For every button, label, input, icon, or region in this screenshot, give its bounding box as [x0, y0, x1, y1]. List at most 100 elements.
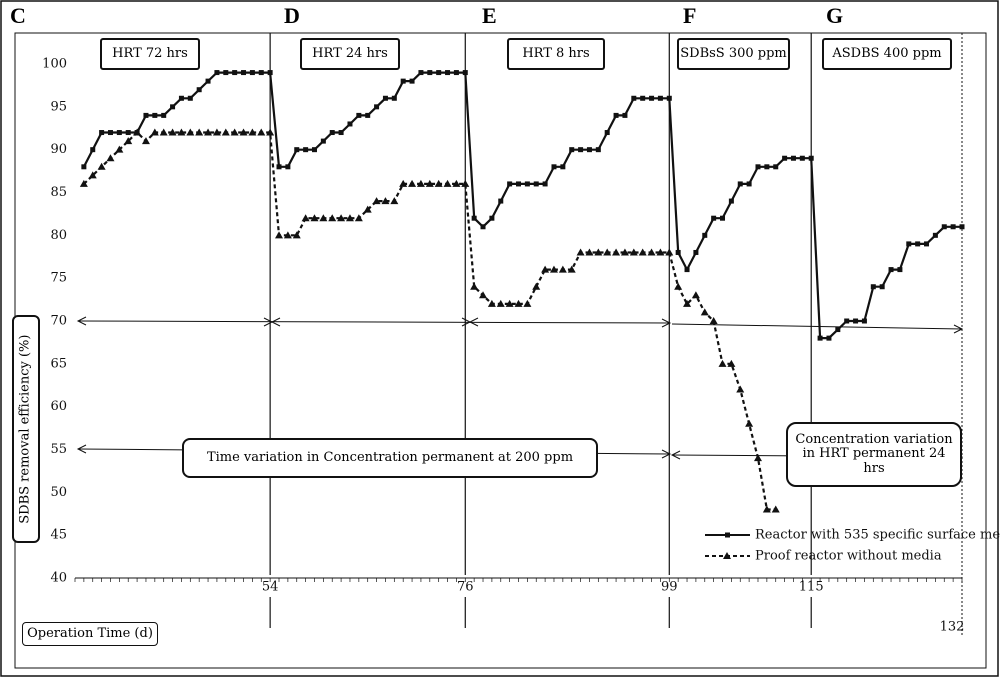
point: [523, 299, 532, 307]
point: [542, 181, 548, 187]
point: [301, 214, 310, 222]
point: [391, 95, 397, 101]
point: [258, 70, 264, 76]
region-label: SDBsS 300 ppm: [677, 38, 790, 70]
point: [683, 299, 692, 307]
point: [230, 128, 239, 136]
point: [257, 128, 266, 136]
point: [861, 318, 867, 324]
x-tick-label: 54: [262, 580, 279, 595]
legend-marker: [723, 552, 731, 559]
point: [107, 130, 113, 136]
region-label: ASDBS 400 ppm: [822, 38, 952, 70]
point: [480, 224, 486, 230]
point: [879, 284, 885, 290]
point: [755, 164, 761, 170]
y-tick-label: 40: [50, 571, 67, 586]
point: [125, 130, 131, 136]
point: [649, 95, 655, 101]
point: [782, 155, 788, 161]
point: [161, 112, 167, 118]
point: [507, 181, 513, 187]
point: [329, 130, 335, 136]
point: [79, 179, 88, 187]
point: [124, 137, 133, 145]
point: [152, 112, 158, 118]
point: [745, 419, 754, 427]
point: [560, 164, 566, 170]
point: [835, 327, 841, 333]
point: [700, 308, 709, 316]
point: [177, 128, 186, 136]
point: [205, 78, 211, 84]
point: [773, 164, 779, 170]
point: [356, 112, 362, 118]
point: [294, 147, 300, 153]
point: [150, 128, 159, 136]
point: [647, 248, 656, 256]
x-label: Operation Time (d): [22, 622, 158, 646]
point: [303, 147, 309, 153]
point: [631, 95, 637, 101]
point: [489, 215, 495, 221]
point: [204, 128, 213, 136]
point: [638, 248, 647, 256]
point: [558, 265, 567, 273]
point: [737, 181, 743, 187]
point: [400, 78, 406, 84]
point: [221, 128, 230, 136]
point: [283, 231, 292, 239]
point: [711, 215, 717, 221]
point: [728, 198, 734, 204]
point: [434, 179, 443, 187]
point: [532, 282, 541, 290]
point: [586, 147, 592, 153]
x-tick-label: 99: [661, 580, 678, 595]
point: [408, 179, 417, 187]
point: [578, 147, 584, 153]
point: [753, 454, 762, 462]
point: [524, 181, 530, 187]
point: [212, 128, 221, 136]
point: [915, 241, 921, 247]
point: [427, 70, 433, 76]
point: [374, 104, 380, 110]
point: [799, 155, 805, 161]
point: [569, 147, 575, 153]
point: [168, 128, 177, 136]
point: [409, 78, 415, 84]
point: [382, 95, 388, 101]
point: [99, 130, 105, 136]
point: [81, 164, 87, 170]
point: [720, 215, 726, 221]
point: [924, 241, 930, 247]
point: [603, 248, 612, 256]
point: [276, 164, 282, 170]
point: [932, 232, 938, 238]
point: [338, 130, 344, 136]
section-letter: F: [683, 3, 697, 28]
point: [337, 214, 346, 222]
point: [97, 162, 106, 170]
y-tick-label: 65: [50, 356, 67, 371]
point: [666, 95, 672, 101]
point: [604, 130, 610, 136]
point: [533, 181, 539, 187]
point: [595, 147, 601, 153]
region-label: HRT 24 hrs: [300, 38, 400, 70]
point: [479, 291, 488, 299]
point: [390, 197, 399, 205]
point: [372, 197, 381, 205]
y-tick-label: 50: [50, 485, 67, 500]
point: [115, 145, 124, 153]
point: [897, 267, 903, 273]
point: [551, 164, 557, 170]
point: [347, 121, 353, 127]
point: [656, 248, 665, 256]
region-label: HRT 8 hrs: [507, 38, 605, 70]
y-tick-label: 75: [50, 271, 67, 286]
point: [640, 95, 646, 101]
point: [310, 214, 319, 222]
point: [232, 70, 238, 76]
section-letter: D: [284, 3, 300, 28]
